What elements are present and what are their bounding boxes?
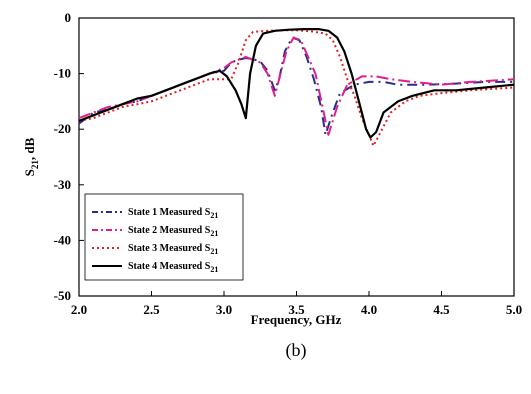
legend: State 1 Measured S21 State 2 Measured S21… (84, 193, 244, 281)
legend-label-state-3: State 3 Measured S21 (128, 243, 218, 256)
series-line-state-2 (78, 36, 515, 136)
y-axis-label-rest: , dB (22, 137, 37, 160)
y-axis-label-main: S (22, 169, 37, 176)
x-tick-label: 4.5 (433, 302, 450, 317)
x-tick-label: 4.0 (361, 302, 377, 317)
x-tick-label: 2.5 (143, 302, 160, 317)
y-tick-label: -30 (54, 177, 71, 192)
y-tick-label: -50 (54, 288, 71, 303)
legend-label-state-4: State 4 Measured S21 (128, 261, 218, 274)
y-axis-ticks: 0 -10 -20 -30 -40 -50 (54, 10, 84, 303)
y-tick-label: 0 (65, 10, 72, 25)
x-tick-label: 3.0 (216, 302, 232, 317)
svg-text:S21, dB: S21, dB (22, 137, 40, 176)
y-tick-label: -10 (54, 66, 71, 81)
series-line-state-3 (78, 29, 515, 147)
y-axis-label-sub: 21 (30, 160, 40, 170)
x-tick-label: 3.5 (288, 302, 305, 317)
series-lines (78, 28, 515, 147)
figure-caption: (b) (286, 340, 307, 361)
y-tick-label: -20 (54, 121, 71, 136)
legend-label-state-2: State 2 Measured S21 (128, 225, 218, 238)
x-axis-ticks: 2.0 2.5 3.0 3.5 4.0 4.5 5.0 (71, 291, 522, 317)
x-tick-label: 5.0 (506, 302, 522, 317)
y-tick-label: -40 (54, 232, 71, 247)
legend-label-state-1: State 1 Measured S21 (128, 207, 218, 220)
series-line-state-1 (78, 36, 514, 136)
series-line-state-4 (78, 28, 515, 139)
x-axis-label: Frequency, GHz (251, 312, 342, 327)
x-tick-label: 2.0 (71, 302, 87, 317)
y-axis-label: S21, dB (22, 137, 40, 176)
